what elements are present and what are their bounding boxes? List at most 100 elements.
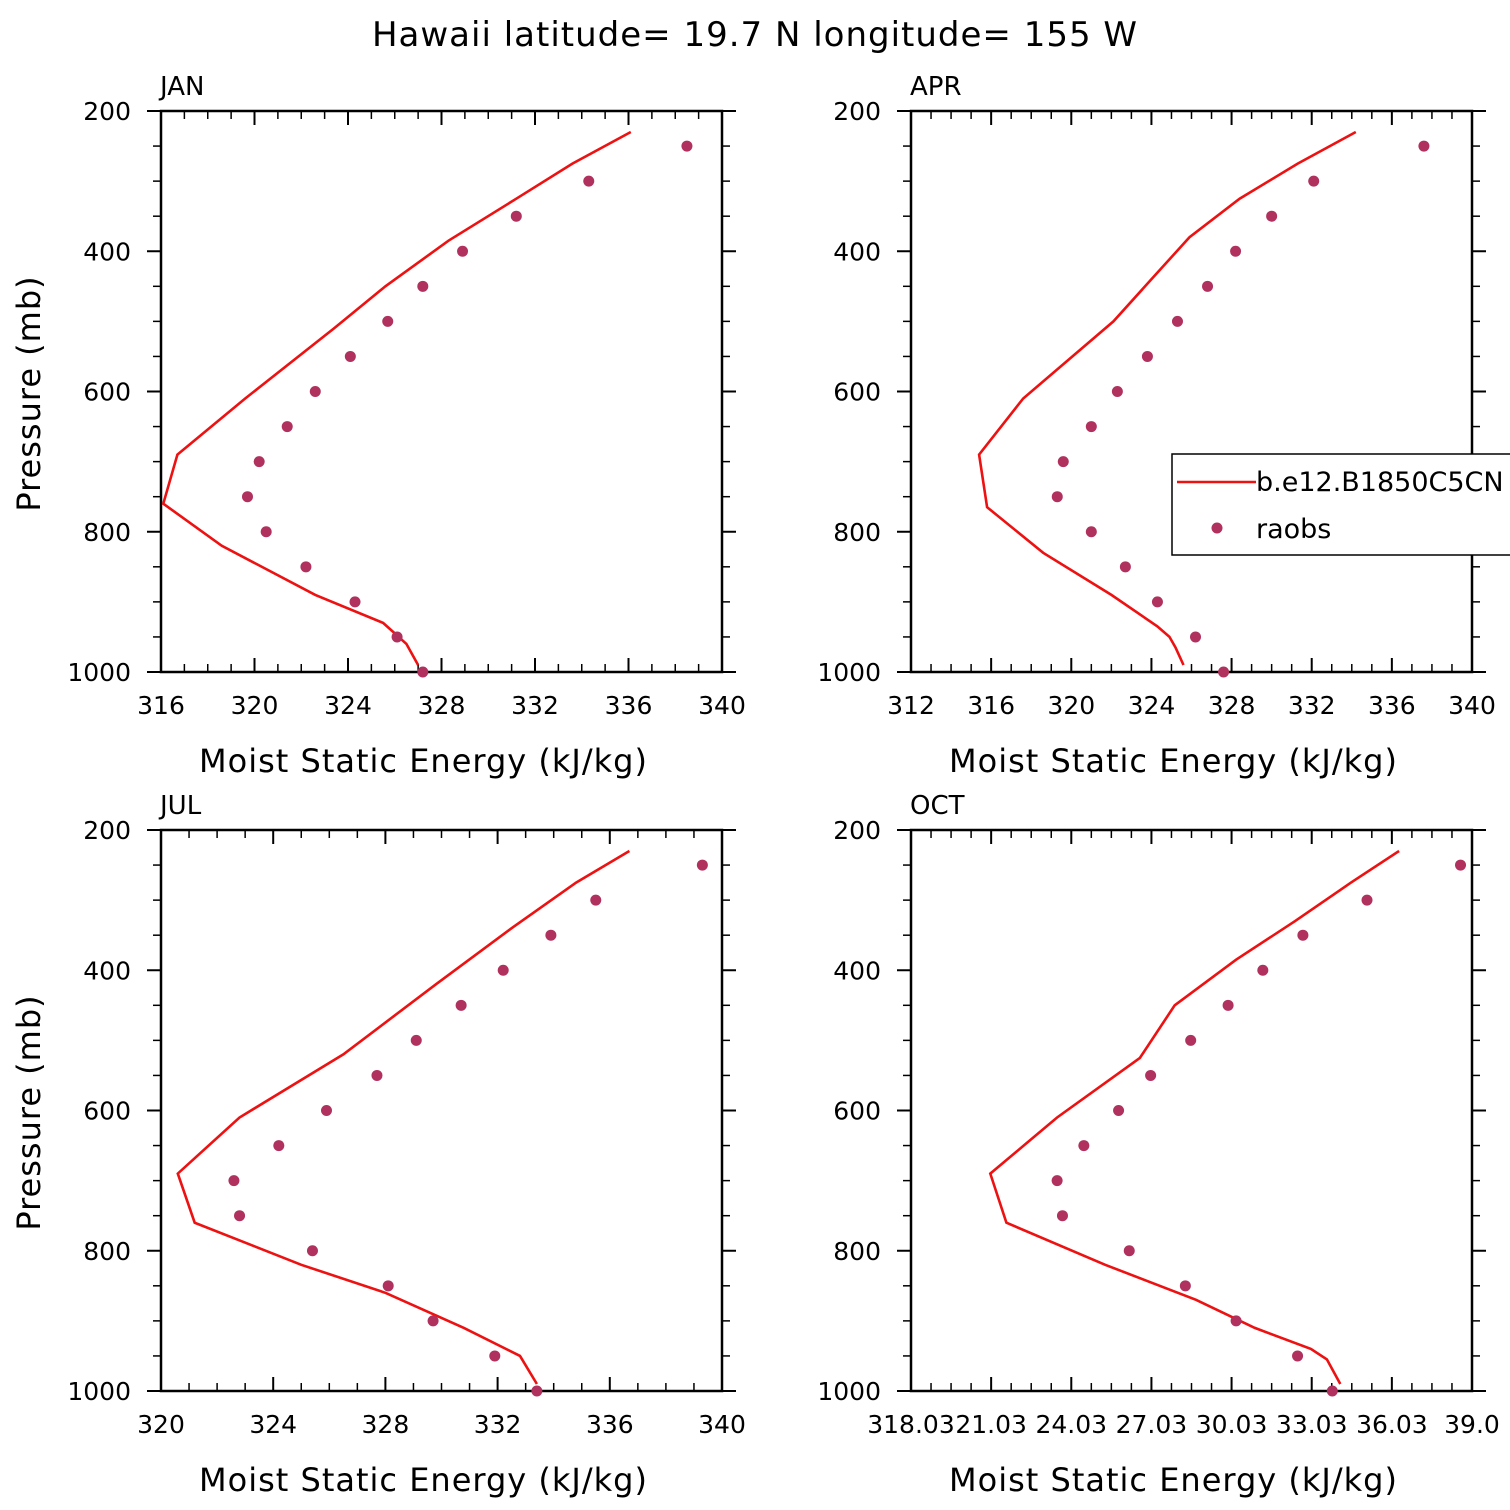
raobs-point [320, 1105, 332, 1116]
raobs-point [1266, 210, 1278, 222]
raobs-point [531, 1385, 543, 1397]
x-tick-label: 21.03 [955, 1410, 1027, 1439]
series-line-model [977, 130, 1357, 666]
raobs-point [1190, 631, 1202, 643]
x-tick-label: 316 [137, 691, 185, 720]
x-tick-label: 318.03 [867, 1410, 954, 1439]
y-tick-label: 600 [83, 1097, 131, 1126]
x-tick-label: 324 [1128, 691, 1176, 720]
x-tick-label: 324 [249, 1410, 297, 1439]
raobs-point [1111, 386, 1123, 397]
x-tick-label: 27.03 [1116, 1410, 1188, 1439]
raobs-point [1085, 526, 1097, 538]
figure-title: Hawaii latitude= 19.7 N longitude= 155 W [372, 15, 1138, 55]
raobs-point [1151, 596, 1163, 608]
raobs-point [1202, 280, 1214, 292]
raobs-point [253, 456, 265, 468]
y-tick-label: 1000 [67, 1377, 131, 1406]
y-tick-label: 1000 [817, 658, 881, 687]
y-axis-label: Pressure (mb) [10, 994, 48, 1230]
raobs-point [427, 1315, 439, 1327]
panel-jul: JUL 320 324 328 332 336 340 200 400 600 800 1000 Moi… [10, 791, 746, 1499]
raobs-point [1185, 1034, 1197, 1046]
x-tick-label: 316 [967, 691, 1015, 720]
raobs-point [410, 1034, 422, 1046]
x-axis-label: Moist Static Energy (kJ/kg) [949, 742, 1398, 780]
raobs-point [273, 1140, 285, 1152]
legend-label-raobs: raobs [1256, 514, 1331, 545]
x-tick-label: 320 [1047, 691, 1095, 720]
raobs-point [1179, 1280, 1191, 1292]
x-tick-label: 312 [887, 691, 935, 720]
panel-title: APR [910, 72, 962, 102]
x-tick-label: 30.03 [1196, 1410, 1268, 1439]
raobs-point [1113, 1105, 1125, 1116]
legend-marker-swatch [1211, 522, 1223, 534]
data-layer [161, 130, 632, 666]
raobs-point [349, 596, 361, 608]
y-tick-label: 800 [833, 518, 881, 547]
y-tick-label: 1000 [67, 658, 131, 687]
x-tick-label: 332 [474, 1410, 522, 1439]
x-tick-label: 33.03 [1276, 1410, 1348, 1439]
raobs-point [417, 280, 429, 292]
raobs-point [1326, 1385, 1338, 1397]
panel-title: JUL [158, 791, 202, 821]
y-tick-label: 400 [833, 237, 881, 266]
y-tick-label: 1000 [817, 1377, 881, 1406]
y-tick-label: 200 [833, 97, 881, 126]
raobs-point [417, 666, 429, 678]
panel-title: OCT [910, 791, 965, 821]
raobs-point [1230, 1315, 1242, 1327]
data-layer [176, 849, 631, 1385]
raobs-point [1141, 350, 1153, 362]
panel-title: JAN [158, 72, 204, 102]
data-layer [977, 130, 1357, 666]
raobs-point [234, 1210, 246, 1222]
raobs-point [1455, 859, 1467, 871]
x-tick-label: 340 [1448, 691, 1496, 720]
raobs-point [228, 1175, 240, 1187]
raobs-point [260, 526, 272, 538]
raobs-point [1123, 1245, 1135, 1257]
raobs-point [1418, 140, 1430, 152]
panel-jan: JAN 316 320 324 328 332 336 340 200 400 600 800 1000… [10, 72, 746, 780]
raobs-point [1292, 1350, 1304, 1362]
y-tick-label: 400 [83, 956, 131, 985]
raobs-point [1085, 421, 1097, 433]
y-axis-label: Pressure (mb) [10, 275, 48, 511]
raobs-point [1361, 894, 1373, 906]
x-tick-label: 328 [418, 691, 466, 720]
x-tick-label: 36.03 [1356, 1410, 1428, 1439]
raobs-point [382, 1280, 394, 1292]
raobs-point [696, 859, 708, 871]
y-tick-label: 200 [83, 816, 131, 845]
series-line-model [988, 849, 1400, 1385]
raobs-point [497, 964, 509, 976]
raobs-point [545, 929, 557, 941]
raobs-point [1057, 456, 1069, 468]
x-tick-label: 324 [324, 691, 372, 720]
raobs-point [1051, 1175, 1063, 1187]
raobs-point [306, 1245, 318, 1257]
plot-frame [159, 109, 724, 674]
raobs-point [1145, 1069, 1157, 1081]
x-tick-label: 336 [605, 691, 653, 720]
plot-frame [159, 828, 724, 1393]
raobs-point [382, 315, 394, 327]
raobs-point [344, 350, 356, 362]
raobs-point [300, 561, 312, 573]
raobs-point [1257, 964, 1269, 976]
x-tick-label: 328 [1208, 691, 1256, 720]
y-tick-label: 400 [833, 956, 881, 985]
raobs-point [1119, 561, 1131, 573]
x-tick-label: 24.03 [1035, 1410, 1107, 1439]
x-tick-label: 340 [698, 691, 746, 720]
x-axis-label: Moist Static Energy (kJ/kg) [199, 1461, 648, 1499]
plot-frame [909, 828, 1474, 1393]
raobs-point [457, 245, 469, 257]
y-tick-label: 200 [833, 816, 881, 845]
data-layer [988, 849, 1400, 1385]
x-tick-label: 340 [698, 1410, 746, 1439]
